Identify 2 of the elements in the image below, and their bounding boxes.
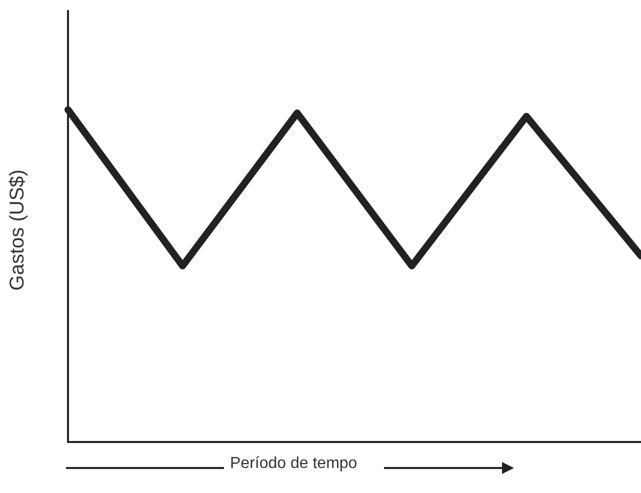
y-axis-title: Gastos (US$) <box>6 169 30 291</box>
x-axis-title: Período de tempo <box>230 455 358 473</box>
